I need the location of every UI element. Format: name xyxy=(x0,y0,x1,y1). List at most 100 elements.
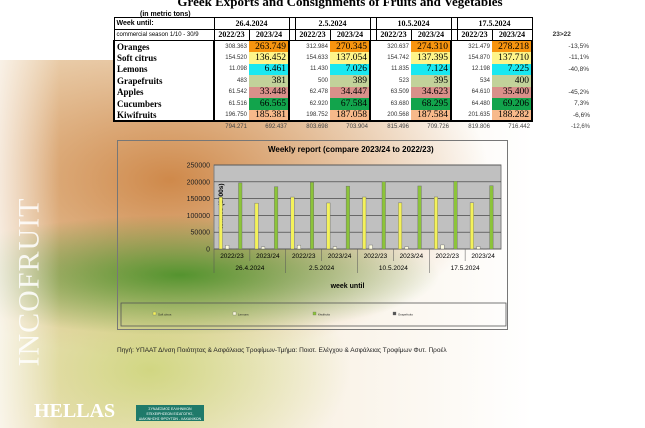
legend-swatch xyxy=(232,311,237,316)
season-label-cell: commercial season 1/10 - 30/9 xyxy=(113,28,215,41)
gap-cell xyxy=(450,109,457,122)
gap-cell xyxy=(288,40,295,52)
value-2023-24: 7.124 xyxy=(411,63,452,75)
product-name: Oranges xyxy=(113,40,215,52)
x-tick-label: 2023/24 xyxy=(400,253,424,260)
bar-soft-citrus xyxy=(218,196,223,250)
value-2023-24: 278.218 xyxy=(492,40,533,52)
value-2023-24: 67.584 xyxy=(330,98,371,110)
week-header: 2.5.2024 xyxy=(294,17,371,30)
legend-label: Soft citrus xyxy=(158,313,172,317)
plot-area xyxy=(213,164,502,250)
total-2023-24: 692.437 xyxy=(265,124,287,131)
bar-kiwifruits xyxy=(381,181,386,250)
x-group-label: 10.5.2024 xyxy=(379,265,408,272)
value-2022-23: 11.098 xyxy=(214,63,249,75)
table-row: Lemons 11.098 6.461 11.430 7.026 11.835 7.124 1… xyxy=(113,63,592,75)
bar-grapefruits xyxy=(447,248,451,250)
value-2022-23: 483 xyxy=(214,75,249,87)
total-2023-24: 703.904 xyxy=(346,124,368,131)
change-percent: -11,1% xyxy=(568,54,589,62)
value-2023-24: 33.448 xyxy=(249,86,290,98)
value-2023-24: 69.206 xyxy=(492,98,533,110)
value-2022-23: 64.480 xyxy=(457,98,492,110)
legend-label: Lemons xyxy=(238,313,249,317)
week-label-cell: Week until: xyxy=(113,17,215,30)
legend-swatch xyxy=(152,311,157,316)
value-2022-23: 61.516 xyxy=(214,98,249,110)
value-2022-23: 200.568 xyxy=(376,109,411,122)
gap-cell xyxy=(369,109,376,122)
change-percent xyxy=(532,75,592,87)
gap-cell xyxy=(288,63,295,75)
product-name: Soft citrus xyxy=(113,52,215,64)
year-header: 2023/24 xyxy=(248,28,290,41)
x-tick-label: 2023/24 xyxy=(256,253,280,260)
association-logo: ΣΥΝΔΕΣΜΟΣ ΕΛΛΗΝΙΚΩΝ ΕΠΙΧΕΙΡΗΣΕΩΝ ΕΙΣΑΓΩΓ… xyxy=(136,405,204,421)
product-name: Cucumbers xyxy=(113,98,215,110)
value-2023-24: 270.345 xyxy=(330,40,371,52)
bar-kiwifruits xyxy=(453,181,458,250)
year-header: 2022/23 xyxy=(456,28,493,41)
value-2022-23: 308.363 xyxy=(214,40,249,52)
bar-lemons xyxy=(225,245,230,250)
bar-soft-citrus xyxy=(469,202,474,250)
change-percent: -6,6% xyxy=(573,111,590,119)
value-2022-23: 201.635 xyxy=(457,109,492,122)
value-2023-24: 34.447 xyxy=(330,86,371,98)
gap-cell xyxy=(288,98,295,110)
bar-grapefruits xyxy=(411,248,416,250)
chart-title: Weekly report (compare 2023/24 to 2022/2… xyxy=(268,145,434,154)
change-percent: -45,2% xyxy=(568,88,589,96)
value-2023-24: 263.749 xyxy=(249,40,290,52)
product-name: Grapefruits xyxy=(113,75,215,87)
gap-cell xyxy=(369,63,376,75)
bar-lemons xyxy=(368,244,373,250)
value-2023-24: 187.058 xyxy=(330,109,371,122)
bar-soft-citrus xyxy=(434,196,438,250)
change-header: 23>22 xyxy=(532,29,592,41)
value-2023-24: 137.054 xyxy=(330,52,371,64)
bar-grapefruits xyxy=(231,248,236,250)
legend-swatch xyxy=(392,311,397,316)
gap-cell xyxy=(288,52,295,64)
value-2023-24: 389 xyxy=(330,75,371,87)
total-2022-23: 803.698 xyxy=(306,124,328,131)
bar-grapefruits xyxy=(375,248,380,250)
value-2022-23: 12.198 xyxy=(457,63,492,75)
gap-cell xyxy=(369,52,376,64)
bar-grapefruits xyxy=(339,248,344,250)
bar-lemons xyxy=(404,246,409,250)
bar-kiwifruits xyxy=(345,185,350,250)
hellas-logo: HELLAS xyxy=(34,400,116,422)
value-2022-23: 154.520 xyxy=(214,52,249,64)
bar-lemons xyxy=(440,244,445,250)
year-header: 2022/23 xyxy=(213,28,250,41)
gap-cell xyxy=(369,40,376,52)
value-2022-23: 312.984 xyxy=(295,40,330,52)
value-2022-23: 63.680 xyxy=(376,98,411,110)
x-tick-label: 2022/23 xyxy=(364,253,388,260)
table-row: Cucumbers 61.516 66.565 62.920 67.584 63.680 6… xyxy=(113,98,592,110)
change-percent: -13,5% xyxy=(568,42,589,50)
y-tick-label: 100000 xyxy=(187,213,210,220)
value-2022-23: 62.920 xyxy=(295,98,330,110)
x-group-label: 2.5.2024 xyxy=(309,265,335,272)
gap-cell xyxy=(450,75,457,87)
x-axis-label: week until xyxy=(330,283,365,290)
legend-box xyxy=(120,302,507,327)
x-tick-label: 2023/24 xyxy=(328,253,352,260)
y-tick-label: 150000 xyxy=(187,196,210,203)
change-percent: 7,3% xyxy=(574,100,589,108)
value-2022-23: 154.870 xyxy=(457,52,492,64)
bar-kiwifruits xyxy=(310,182,314,250)
value-2023-24: 7.026 xyxy=(330,63,371,75)
value-2023-24: 136.452 xyxy=(249,52,290,64)
bar-soft-citrus xyxy=(362,196,367,250)
y-tick-label: 0 xyxy=(206,247,210,254)
value-2023-24: 68.295 xyxy=(411,98,452,110)
bar-lemons xyxy=(297,244,301,250)
legend-label: Grapefruits xyxy=(398,313,413,317)
gap-cell xyxy=(450,40,457,52)
gap-cell xyxy=(288,75,295,87)
